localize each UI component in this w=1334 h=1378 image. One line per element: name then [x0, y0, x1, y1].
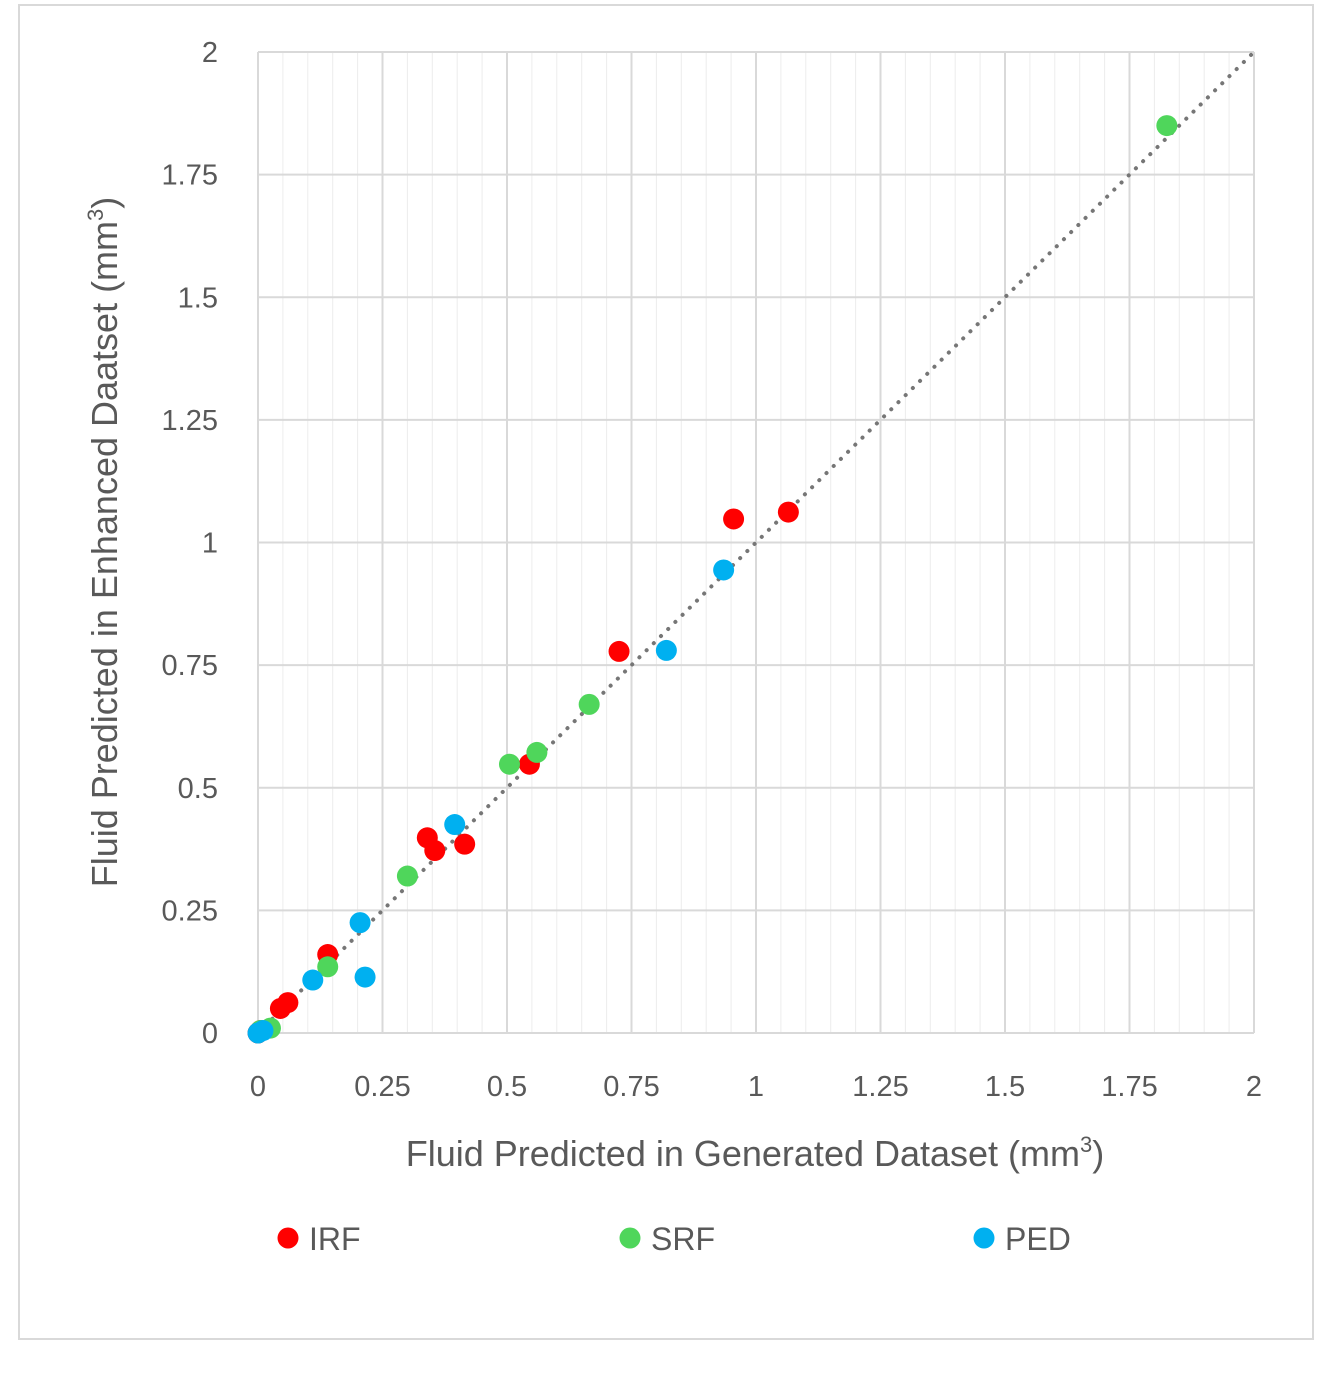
x-tick-labels: 0 0.25 0.5 0.75 1 1.25 1.5 1.75 2 — [250, 1071, 1262, 1103]
data-point-srf — [1156, 115, 1178, 137]
x-tick-label: 1.5 — [985, 1071, 1025, 1103]
x-tick-label: 2 — [1246, 1071, 1262, 1103]
data-point-irf — [777, 501, 799, 523]
x-tick-label: 1.25 — [852, 1071, 908, 1103]
legend-item-irf: IRF — [277, 1221, 361, 1257]
data-point-srf — [396, 865, 418, 887]
x-tick-label: 0.5 — [487, 1071, 527, 1103]
data-points — [247, 115, 1178, 1044]
trendline-line — [256, 50, 1256, 1035]
y-tick-label: 0.5 — [178, 773, 218, 805]
data-point-ped — [302, 969, 324, 991]
data-point-ped — [655, 639, 677, 661]
data-point-irf — [723, 508, 745, 530]
x-tick-label: 1 — [748, 1071, 764, 1103]
x-axis-title: Fluid Predicted in Generated Dataset (mm… — [406, 1132, 1105, 1174]
legend-item-ped: PED — [973, 1221, 1071, 1257]
data-point-srf — [578, 693, 600, 715]
legend-label: SRF — [651, 1221, 715, 1257]
data-point-irf — [608, 640, 630, 662]
legend-marker — [277, 1227, 299, 1249]
series-ped — [247, 559, 735, 1044]
data-point-ped — [354, 966, 376, 988]
x-tick-label: 0 — [250, 1071, 266, 1103]
y-tick-label: 0.75 — [162, 650, 218, 682]
data-point-ped — [444, 814, 466, 836]
y-tick-label: 1.5 — [178, 282, 218, 314]
y-tick-label: 0 — [202, 1018, 218, 1050]
series-srf — [249, 115, 1178, 1042]
data-point-ped — [349, 912, 371, 934]
x-tick-label: 1.75 — [1101, 1071, 1157, 1103]
data-point-srf — [526, 741, 548, 763]
legend-label: PED — [1005, 1221, 1071, 1257]
x-tick-label: 0.25 — [354, 1071, 410, 1103]
data-point-irf — [454, 833, 476, 855]
data-point-irf — [277, 992, 299, 1014]
legend-item-srf: SRF — [619, 1221, 715, 1257]
data-point-ped — [252, 1020, 274, 1042]
legend: IRF SRF PED — [277, 1221, 1071, 1257]
data-point-srf — [498, 753, 520, 775]
y-tick-label: 0.25 — [162, 895, 218, 927]
x-tick-label: 0.75 — [603, 1071, 659, 1103]
y-tick-label: 1.75 — [162, 160, 218, 192]
data-point-irf — [424, 840, 446, 862]
data-point-ped — [713, 559, 735, 581]
y-tick-labels: 0 0.25 0.5 0.75 1 1.25 1.5 1.75 2 — [162, 37, 218, 1050]
legend-label: IRF — [309, 1221, 361, 1257]
y-tick-label: 2 — [202, 37, 218, 69]
legend-marker — [973, 1227, 995, 1249]
legend-marker — [619, 1227, 641, 1249]
y-tick-label: 1.25 — [162, 405, 218, 437]
data-point-srf — [317, 956, 339, 978]
y-axis-title: Fluid Predicted in Enhanced Daatset (mm3… — [83, 197, 125, 888]
trendline — [256, 50, 1256, 1035]
y-tick-label: 1 — [202, 528, 218, 560]
chart-frame — [18, 4, 1314, 1340]
